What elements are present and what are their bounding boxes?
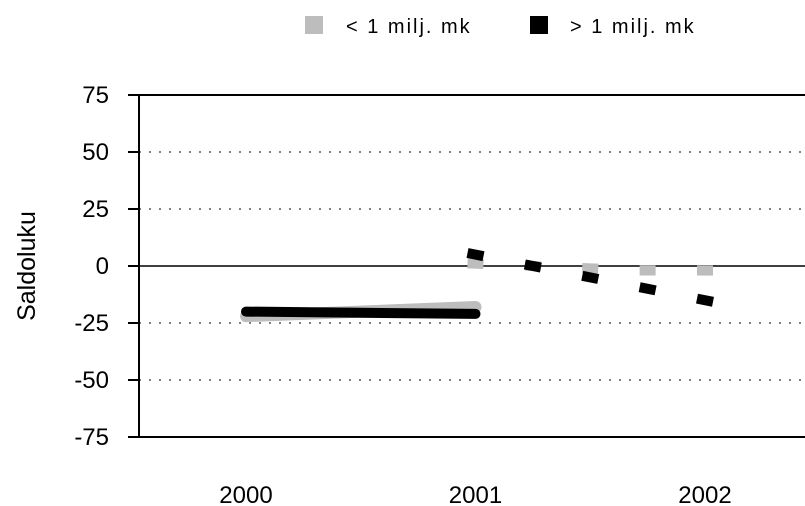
series-under-1m-forecast-point xyxy=(582,262,599,274)
series-over-1m-actual-line xyxy=(241,306,481,319)
x-tick-label: 2001 xyxy=(449,482,502,506)
series-under-1m-forecast-point xyxy=(467,258,484,270)
legend-label-over-1m: > 1 milj. mk xyxy=(570,16,696,38)
series-over-1m-forecast-point xyxy=(523,259,542,273)
legend-label-under-1m: < 1 milj. mk xyxy=(346,16,472,38)
y-tick-label: 50 xyxy=(82,139,109,166)
series-over-1m-forecast-point xyxy=(638,282,657,296)
x-tick-label: 2000 xyxy=(219,482,272,506)
plot-area: 75 50 25 0 -25 -50 -75 2000 2001 2002 xyxy=(74,82,805,506)
legend-swatch-over-1m xyxy=(530,16,548,34)
legend: < 1 milj. mk > 1 milj. mk xyxy=(305,16,696,38)
y-tick-label: 0 xyxy=(96,253,109,280)
series-over-1m-forecast-point xyxy=(696,293,714,307)
y-tick-label: -75 xyxy=(74,424,109,451)
y-tick-label: 75 xyxy=(82,82,109,109)
series-over-1m-forecast-point xyxy=(466,248,485,262)
series-over-1m-forecast-point xyxy=(581,270,600,284)
y-tick-label: 25 xyxy=(82,196,109,223)
x-tick-label: 2002 xyxy=(678,482,731,506)
y-tick-label: -25 xyxy=(74,310,109,337)
legend-swatch-under-1m xyxy=(305,16,323,34)
y-tick-label: -50 xyxy=(74,367,109,394)
y-axis-label: Saldoluku xyxy=(13,211,41,321)
